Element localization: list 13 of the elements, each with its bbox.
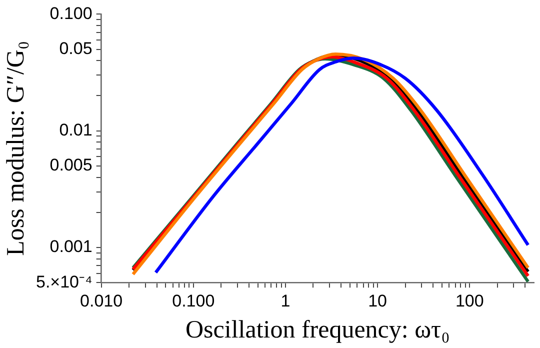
x-tick-label: 10 bbox=[368, 291, 388, 310]
x-axis-title: Oscillation frequency: ωτ₀ bbox=[186, 316, 450, 344]
x-tick-label: 1 bbox=[280, 291, 290, 310]
x-tick-label: 0.100 bbox=[172, 291, 215, 310]
y-tick-label: 0.100 bbox=[50, 4, 92, 23]
y-tick-label: 0.05 bbox=[59, 39, 92, 58]
x-tick-label: 0.010 bbox=[80, 291, 123, 310]
y-tick-label: 0.001 bbox=[50, 237, 92, 256]
y-tick-label: 0.005 bbox=[50, 156, 92, 175]
x-tick-label: 100 bbox=[455, 291, 484, 310]
y-tick-label: 0.01 bbox=[59, 120, 92, 140]
y-axis-title: Loss modulus: G″/G₀ bbox=[2, 40, 30, 256]
y-tick-label: 5.×10⁻⁴ bbox=[36, 272, 92, 292]
